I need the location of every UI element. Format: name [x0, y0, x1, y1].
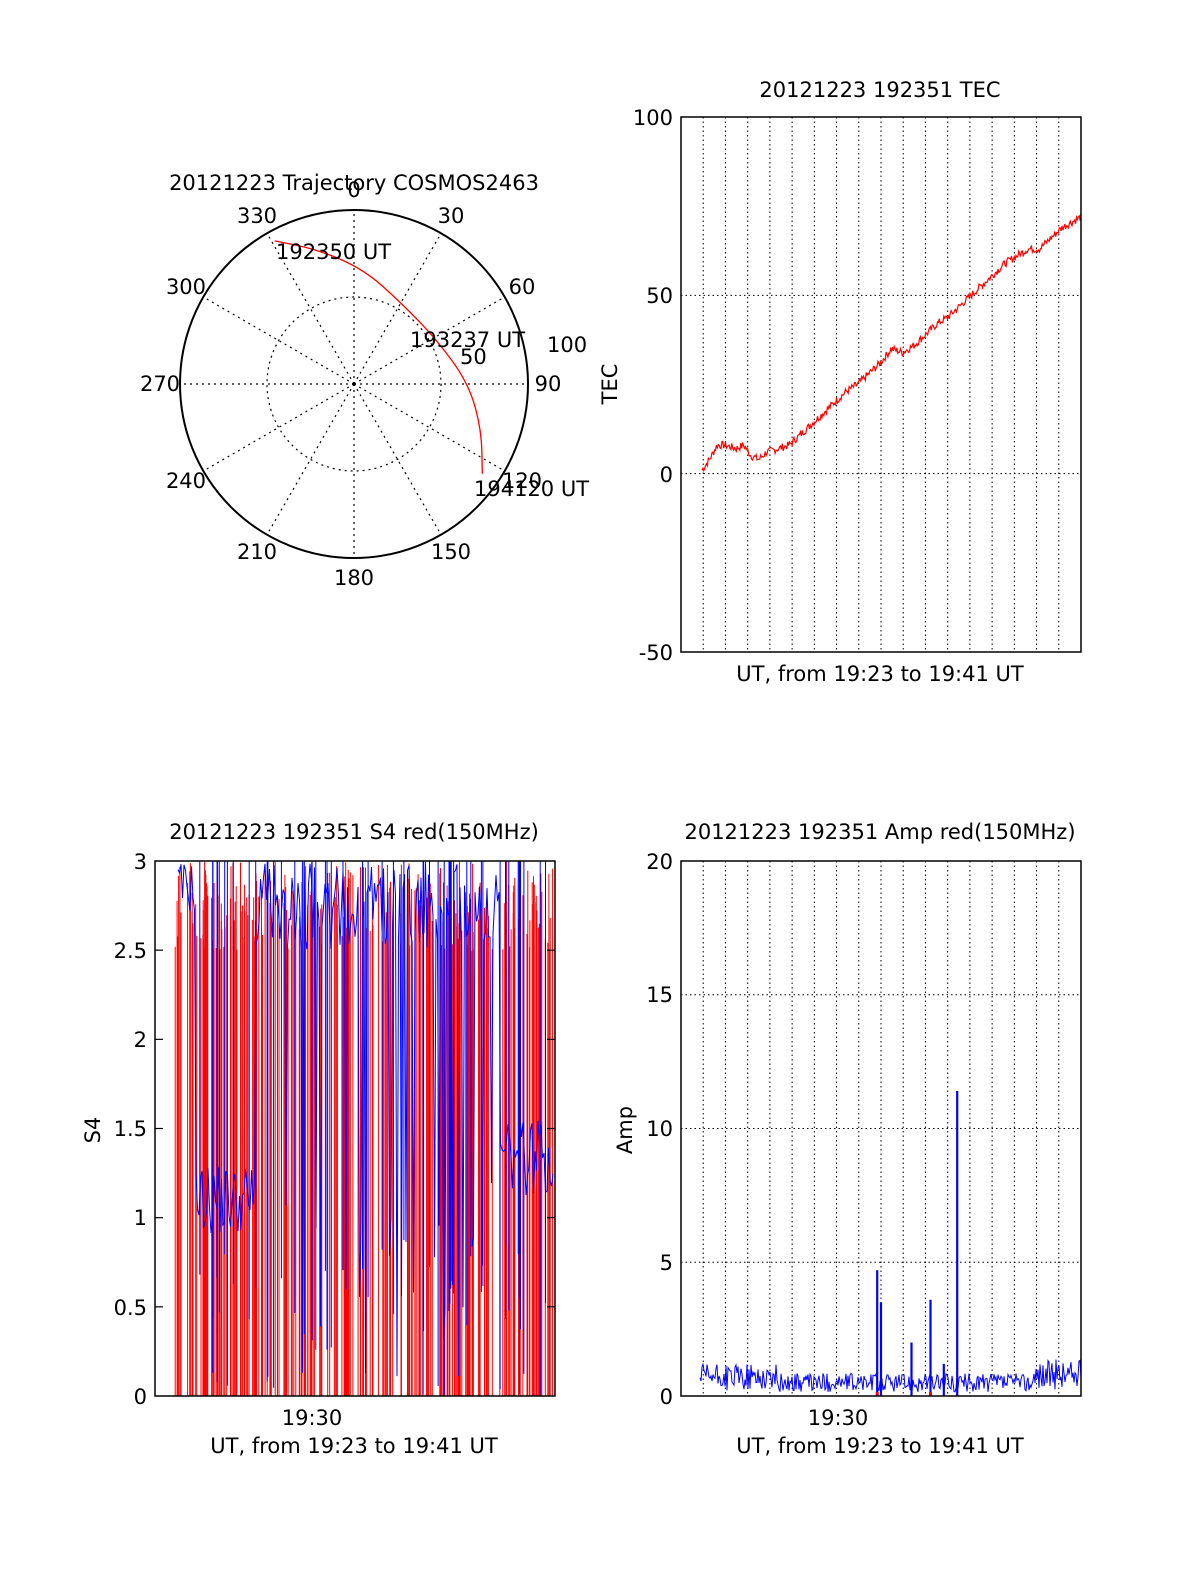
s4-y-axis-label: S4: [81, 1117, 105, 1144]
tec-series-line: [701, 213, 1082, 473]
amp-y-axis-label: Amp: [613, 1106, 637, 1154]
polar-spoke-240: [203, 383, 355, 472]
tec-x-axis-label: UT, from 19:23 to 19:41 UT: [736, 662, 1024, 686]
s4-xtick-1930: 19:30: [282, 1406, 343, 1430]
azimuth-label-30: 30: [438, 204, 465, 228]
amp-ytick-0: 0: [660, 1385, 673, 1409]
amp-x-axis-label: UT, from 19:23 to 19:41 UT: [736, 1434, 1024, 1458]
azimuth-label-150: 150: [431, 540, 471, 564]
amp-noise-trace: [699, 1359, 1082, 1393]
tec-title: 20121223 192351 TEC: [759, 78, 1000, 102]
polar-azimuth-labels: 0 30 60 90 120 150 180 210 240 270 300 330: [140, 178, 561, 590]
tec-ytick-50: 50: [646, 284, 673, 308]
polar-outer-ring: [179, 209, 529, 559]
s4-ytick-3: 3: [134, 850, 147, 874]
s4-x-axis-label: UT, from 19:23 to 19:41 UT: [210, 1434, 498, 1458]
amp-red-marker: [929, 1392, 932, 1396]
azimuth-label-90: 90: [535, 372, 562, 396]
s4-chart: 20121223 192351 S4 red(150MHz) 3 2.5 2 1…: [81, 820, 556, 1458]
tec-ytick-minus50: -50: [639, 641, 673, 665]
s4-plot-frame: [154, 860, 556, 1397]
amp-red-marker: [875, 1392, 879, 1396]
radial-label-50: 50: [460, 345, 487, 369]
tec-y-axis-label: TEC: [598, 364, 622, 406]
azimuth-label-0: 0: [347, 178, 360, 202]
amp-blue-series: [699, 1091, 1082, 1396]
amp-chart: 20121223 192351 Amp red(150MHz) 20 15 10…: [613, 820, 1082, 1458]
tec-ytick-0: 0: [660, 463, 673, 487]
amp-title: 20121223 192351 Amp red(150MHz): [684, 820, 1075, 844]
polar-spoke-120: [353, 383, 505, 472]
tec-grid: [681, 117, 1081, 652]
amp-plot-frame: [680, 860, 1082, 1397]
polar-spoke-300: [203, 296, 355, 385]
s4-ytick-2: 2: [134, 1028, 147, 1052]
azimuth-label-180: 180: [334, 566, 374, 590]
s4-tick-marks: [155, 949, 555, 1308]
azimuth-label-120: 120: [502, 469, 542, 493]
azimuth-label-270: 270: [140, 372, 180, 396]
polar-spoke-150: [353, 383, 442, 535]
annotation-start-time: 192350 UT: [276, 240, 391, 264]
trajectory-chart: 20121223 Trajectory COSMOS2463 0 30 60 90 12…: [140, 171, 589, 590]
tec-ytick-100: 100: [633, 106, 673, 130]
azimuth-label-210: 210: [237, 540, 277, 564]
s4-blue-series: [177, 861, 554, 1396]
amp-ytick-20: 20: [646, 850, 673, 874]
annotation-end-time: 194120 UT: [474, 477, 589, 501]
azimuth-label-330: 330: [237, 204, 277, 228]
trajectory-track: [274, 240, 483, 474]
polar-spoke-210: [266, 383, 355, 535]
amp-ytick-10: 10: [646, 1117, 673, 1141]
azimuth-label-300: 300: [166, 275, 206, 299]
tec-chart: 20121223 192351 TEC 100 50 0 -50 TEC UT,…: [598, 78, 1082, 686]
s4-title: 20121223 192351 S4 red(150MHz): [169, 820, 539, 844]
radial-label-100: 100: [547, 333, 587, 357]
trajectory-title: 20121223 Trajectory COSMOS2463: [169, 171, 539, 195]
s4-ytick-1-5: 1.5: [114, 1117, 147, 1141]
amp-ytick-15: 15: [646, 983, 673, 1007]
s4-ytick-2-5: 2.5: [114, 939, 147, 963]
azimuth-label-60: 60: [509, 275, 536, 299]
azimuth-label-240: 240: [166, 469, 206, 493]
polar-grid: [180, 210, 528, 558]
s4-ytick-0-5: 0.5: [114, 1296, 147, 1320]
amp-xtick-1930: 19:30: [808, 1406, 869, 1430]
tec-plot-frame: [680, 116, 1082, 653]
amp-ytick-5: 5: [660, 1251, 673, 1275]
polar-spoke-60: [353, 296, 505, 385]
polar-inner-ring: [266, 296, 442, 472]
s4-ytick-0: 0: [134, 1385, 147, 1409]
polar-spoke-30: [353, 233, 442, 385]
annotation-mid-time: 193237 UT: [410, 328, 525, 352]
polar-spoke-330: [266, 233, 355, 385]
s4-ytick-1: 1: [134, 1206, 147, 1230]
s4-blue-trace: [177, 861, 554, 1377]
